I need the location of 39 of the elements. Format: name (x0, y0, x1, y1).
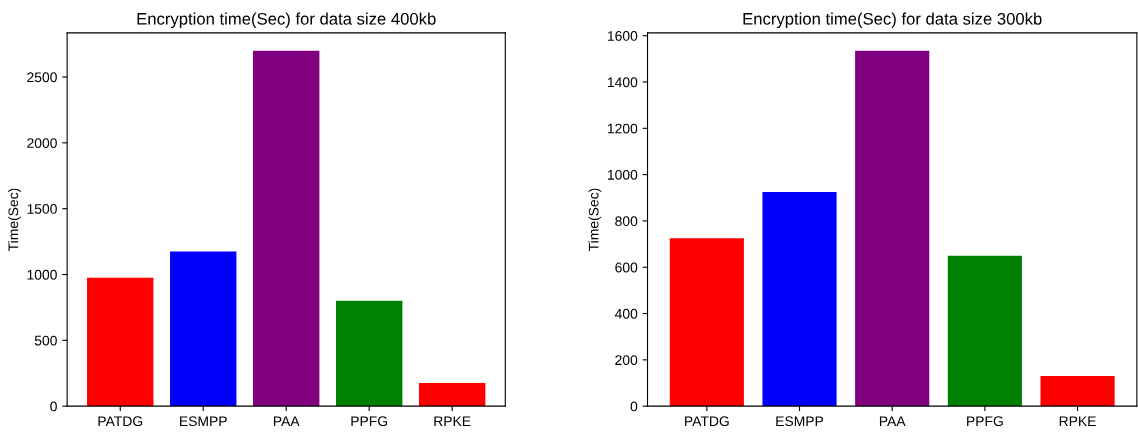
y-tick-label: 0 (50, 401, 57, 412)
bar (947, 255, 1022, 407)
y-tick-label: 800 (615, 216, 638, 227)
y-tick-label: 1500 (27, 204, 57, 214)
bar (669, 238, 744, 407)
x-tick-label: PAA (273, 416, 300, 426)
y-tick-label: 200 (615, 355, 638, 366)
x-tick-label: RPKE (434, 416, 471, 426)
x-tick-label: PPFG (967, 416, 1003, 427)
bar (418, 383, 486, 407)
x-tick-label: PAA (879, 416, 906, 426)
y-axis-title: Time(Sec) (8, 188, 21, 251)
y-tick-label: 1600 (607, 31, 638, 41)
y-axis-title: Time(Sec) (588, 188, 602, 251)
y-tick-label: 1200 (607, 123, 638, 134)
x-tick-label: PPFG (351, 416, 388, 427)
y-tick-label: 2500 (27, 72, 57, 83)
bar (170, 251, 237, 407)
y-tick-label: 2000 (27, 138, 57, 149)
y-tick-label: 1000 (27, 269, 57, 280)
x-tick-label: RPKE (1059, 416, 1096, 426)
bar (762, 191, 837, 407)
chart-title: Encryption time(Sec) for data size 400kb (137, 12, 436, 29)
bar (335, 300, 403, 407)
y-tick-label: 400 (614, 308, 638, 319)
bar (253, 50, 320, 407)
y-tick-label: 1400 (607, 77, 638, 88)
y-tick-label: 0 (630, 401, 638, 412)
x-tick-label: PATDG (98, 416, 143, 427)
y-tick-label: 500 (34, 335, 57, 346)
y-tick-label: 600 (615, 262, 638, 273)
chart-title: Encryption time(Sec) for data size 300kb (743, 12, 1042, 29)
bar (87, 277, 154, 407)
x-tick-label: PATDG (685, 416, 729, 427)
bar (1040, 376, 1115, 407)
y-tick-label: 1000 (607, 169, 638, 180)
bar (855, 50, 930, 407)
x-tick-label: ESMPP (776, 416, 824, 427)
x-tick-label: ESMPP (180, 416, 227, 427)
